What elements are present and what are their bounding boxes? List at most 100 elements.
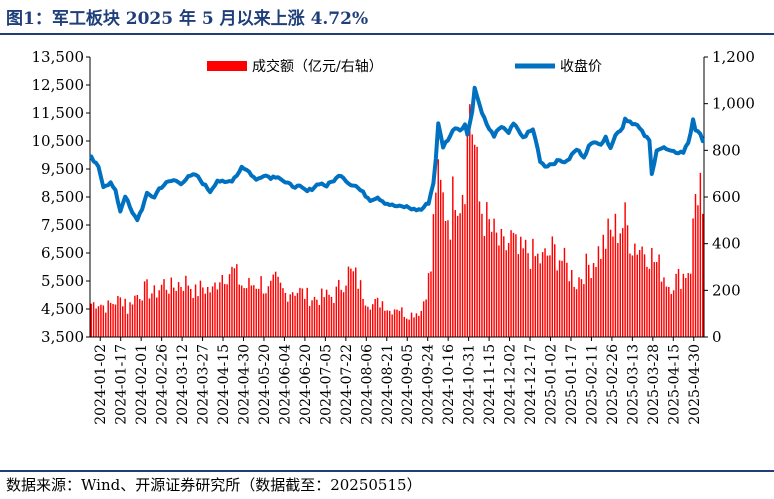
volume-bar bbox=[675, 273, 677, 337]
volume-bar bbox=[600, 258, 602, 337]
volume-bar bbox=[583, 284, 585, 337]
volume-bar bbox=[245, 288, 248, 337]
volume-bar bbox=[537, 253, 539, 337]
volume-bar bbox=[173, 287, 175, 337]
volume-bar bbox=[134, 295, 136, 337]
volume-bar bbox=[192, 297, 194, 337]
volume-bar bbox=[143, 281, 146, 337]
y-left-tick-label: 13,500 bbox=[32, 48, 85, 66]
volume-bar bbox=[355, 267, 357, 337]
volume-bar bbox=[388, 310, 391, 337]
volume-bar bbox=[571, 269, 573, 337]
volume-bar bbox=[282, 288, 284, 337]
volume-bar bbox=[687, 273, 689, 337]
volume-bar bbox=[238, 284, 240, 337]
volume-bar bbox=[532, 238, 534, 337]
volume-bar bbox=[418, 315, 420, 337]
volume-bar bbox=[607, 218, 609, 337]
volume-bar bbox=[231, 266, 233, 337]
volume-bar bbox=[672, 290, 675, 337]
volume-bar bbox=[524, 239, 527, 337]
volume-bar bbox=[619, 233, 621, 337]
volume-bar bbox=[442, 192, 444, 337]
legend-volume-label: 成交额（亿元/右轴） bbox=[252, 58, 383, 75]
y-right-tick-label: 800 bbox=[712, 141, 741, 159]
volume-bar bbox=[102, 305, 105, 337]
volume-bar bbox=[520, 236, 522, 337]
volume-bar bbox=[338, 279, 340, 337]
x-tick-label: 2025-02-11 bbox=[584, 344, 600, 425]
volume-bar bbox=[612, 236, 614, 337]
price-line bbox=[89, 85, 705, 223]
volume-bar bbox=[107, 300, 109, 337]
y-left-tick-label: 5,500 bbox=[41, 272, 84, 290]
volume-bar bbox=[464, 204, 466, 337]
volume-bar bbox=[694, 194, 697, 337]
volume-bar bbox=[175, 290, 177, 337]
volume-bar bbox=[454, 210, 456, 337]
volume-bar bbox=[641, 246, 643, 337]
volume-bar bbox=[306, 287, 308, 337]
volume-bar bbox=[236, 264, 238, 337]
volume-bar bbox=[597, 246, 600, 337]
volume-bar bbox=[546, 255, 549, 337]
volume-bar bbox=[250, 285, 253, 337]
volume-bar bbox=[219, 282, 221, 337]
volume-bar bbox=[156, 297, 158, 337]
volume-bar bbox=[119, 297, 122, 337]
title-rule bbox=[0, 33, 774, 35]
volume-bar bbox=[624, 202, 626, 337]
volume-bar bbox=[604, 248, 607, 337]
volume-bar bbox=[655, 261, 658, 337]
x-tick-label: 2024-02-01 bbox=[134, 344, 150, 425]
volume-bar bbox=[658, 254, 660, 337]
volume-bar bbox=[646, 266, 648, 337]
volume-bar bbox=[265, 293, 267, 337]
volume-bar bbox=[634, 243, 636, 337]
volume-bar bbox=[410, 312, 413, 337]
x-tick-label: 2024-12-02 bbox=[503, 344, 519, 425]
volume-bar bbox=[136, 294, 139, 337]
volume-bar bbox=[398, 310, 401, 337]
legend-volume-swatch bbox=[207, 61, 247, 71]
volume-bar bbox=[168, 293, 170, 337]
volume-bar bbox=[580, 279, 583, 337]
volume-bar bbox=[279, 282, 282, 337]
x-tick-label: 2024-10-16 bbox=[441, 344, 457, 425]
volume-bar bbox=[131, 304, 134, 337]
volume-bar bbox=[689, 273, 692, 337]
volume-bar bbox=[287, 301, 289, 337]
volume-bar bbox=[204, 293, 207, 337]
volume-bar bbox=[345, 285, 347, 337]
volume-bar bbox=[163, 279, 165, 337]
x-tick-label: 2024-03-12 bbox=[175, 344, 191, 425]
volume-bar bbox=[692, 218, 694, 337]
volume-bar bbox=[318, 304, 321, 337]
volume-bar bbox=[122, 306, 124, 337]
volume-bar bbox=[447, 220, 449, 337]
volume-bar bbox=[357, 288, 359, 337]
x-tick-label: 2024-06-20 bbox=[298, 344, 314, 425]
volume-bar bbox=[483, 236, 486, 337]
x-tick-label: 2024-01-02 bbox=[93, 344, 109, 425]
volume-bar bbox=[680, 288, 682, 337]
y-right-tick-label: 400 bbox=[712, 235, 741, 253]
volume-bar bbox=[699, 172, 702, 337]
volume-bar bbox=[257, 288, 260, 337]
volume-bar bbox=[206, 287, 209, 337]
volume-bar bbox=[575, 289, 578, 337]
volume-bar bbox=[308, 306, 311, 337]
volume-bar bbox=[486, 202, 488, 337]
x-tick-label: 2024-09-24 bbox=[421, 344, 437, 425]
volume-bar bbox=[148, 298, 151, 337]
volume-bar bbox=[425, 299, 427, 337]
volume-bar bbox=[95, 308, 97, 337]
volume-bar bbox=[466, 124, 469, 337]
volume-bar bbox=[180, 286, 182, 337]
volume-bar bbox=[350, 268, 352, 337]
volume-bar bbox=[393, 309, 396, 337]
volume-bar bbox=[435, 192, 437, 337]
volume-bar bbox=[621, 228, 624, 337]
volume-bar bbox=[478, 201, 481, 337]
volume-bar bbox=[97, 306, 100, 337]
